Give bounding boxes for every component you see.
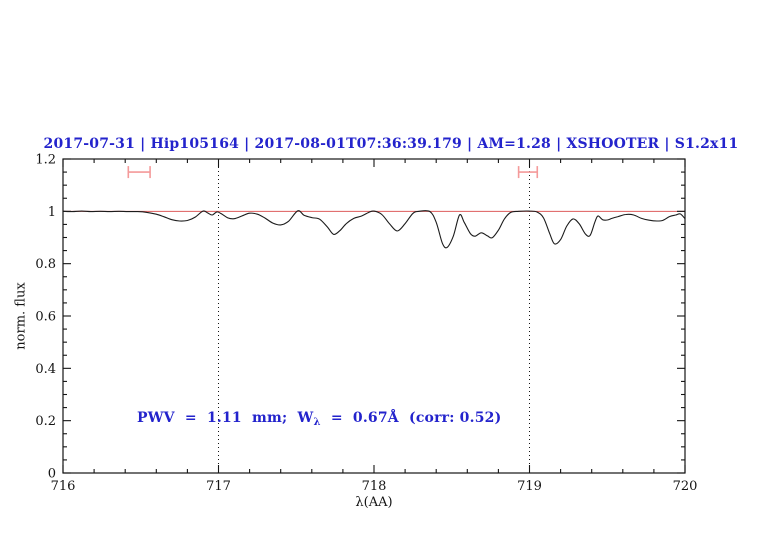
y-tick-label: 0.6 <box>35 310 56 325</box>
y-tick-label: 1.2 <box>35 153 56 168</box>
lambda-subscript: λ <box>313 417 321 428</box>
plot-title: 2017-07-31 | Hip105164 | 2017-08-01T07:3… <box>43 136 739 152</box>
x-tick-label: 716 <box>51 479 76 494</box>
y-tick-label: 0 <box>48 467 56 482</box>
y-tick-label: 0.8 <box>35 257 56 272</box>
y-axis-label: norm. flux <box>13 282 29 350</box>
pwv-annotation-text: PWV = 1.11 mm; W <box>137 410 314 426</box>
pwv-annotation: PWV = 1.11 mm; Wλ = 0.67Å (corr: 0.52) <box>137 410 501 428</box>
y-tick-label: 0.2 <box>35 414 56 429</box>
x-tick-label: 717 <box>206 479 231 494</box>
y-tick-label: 1 <box>48 205 56 220</box>
spectrum-line <box>62 210 686 249</box>
x-tick-label: 719 <box>517 479 542 494</box>
x-tick-label: 720 <box>673 479 698 494</box>
x-tick-label: 718 <box>362 479 387 494</box>
pwv-annotation-text-2: = 0.67Å (corr: 0.52) <box>320 410 502 426</box>
y-tick-label: 0.4 <box>35 362 56 377</box>
x-axis-label: λ(AA) <box>355 495 393 510</box>
